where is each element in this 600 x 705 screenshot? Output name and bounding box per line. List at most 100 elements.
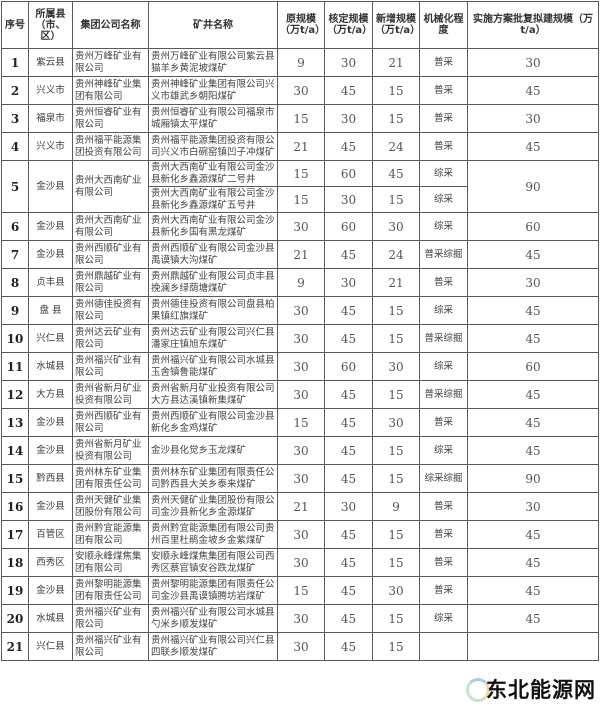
approved-scale-cell: 45 bbox=[324, 380, 373, 409]
approved-scale-cell: 45 bbox=[324, 76, 373, 105]
mechanization-cell bbox=[419, 632, 468, 661]
planned-scale-cell: 45 bbox=[467, 548, 599, 577]
county-cell: 水城县 bbox=[28, 352, 73, 381]
mine-name-cell: 贵州大西南矿业有限公司金沙县新化乡鑫源煤矿二号井 bbox=[148, 160, 278, 187]
county-cell: 金沙县 bbox=[28, 576, 73, 605]
mine-name-cell: 贵州大西南矿业有限公司金沙县新化乡国有黑龙煤矿 bbox=[148, 212, 278, 241]
company-cell: 贵州省新月矿业投资有限公司 bbox=[72, 436, 149, 465]
added-scale-cell: 15 bbox=[372, 104, 420, 133]
original-scale-cell: 30 bbox=[277, 212, 325, 241]
added-scale-cell: 24 bbox=[372, 132, 420, 161]
mine-name-cell: 安顺永峰煤焦集团有限公司西秀区蔡官镇安谷跌龙煤矿 bbox=[148, 548, 278, 577]
row-number: 6 bbox=[1, 212, 29, 241]
header-approved-scale: 核定规模（万t/a） bbox=[324, 1, 373, 49]
planned-scale-cell: 90 bbox=[467, 160, 599, 213]
county-cell: 西秀区 bbox=[28, 548, 73, 577]
original-scale-cell: 30 bbox=[277, 436, 325, 465]
mechanization-cell: 综采 bbox=[419, 160, 468, 187]
original-scale-cell: 15 bbox=[277, 576, 325, 605]
row-number: 2 bbox=[1, 76, 29, 105]
company-cell: 贵州万峰矿业有限公司 bbox=[72, 48, 149, 77]
original-scale-cell: 15 bbox=[277, 408, 325, 437]
county-cell: 紫云县 bbox=[28, 48, 73, 77]
mechanization-cell: 普采 bbox=[419, 76, 468, 105]
mine-name-cell: 贵州福兴矿业有限公司水城县勺米乡顺发煤矿 bbox=[148, 604, 278, 633]
header-mechanization: 机械化程度 bbox=[419, 1, 468, 49]
row-number: 11 bbox=[1, 352, 29, 381]
original-scale-cell: 30 bbox=[277, 324, 325, 353]
mine-name-cell: 贵州福平能源集团投资有限公司兴义市白碗窑镇凹子冲煤矿 bbox=[148, 132, 278, 161]
mechanization-cell: 综采 bbox=[419, 436, 468, 465]
table-row: 7 金沙县 贵州西顺矿业有限公司 贵州西顺矿业有限公司金沙县禹谟镇大沟煤矿 21 45 24… bbox=[1, 240, 599, 269]
table-row: 16 金沙县 贵州天健矿业集团股份有限公司 贵州天健矿业集团股份有限公司金沙县新化乡金… bbox=[1, 492, 599, 521]
approved-scale-cell: 30 bbox=[324, 48, 373, 77]
county-cell: 金沙县 bbox=[28, 408, 73, 437]
original-scale-cell: 30 bbox=[277, 604, 325, 633]
county-cell: 贞丰县 bbox=[28, 268, 73, 297]
county-cell: 金沙县 bbox=[28, 492, 73, 521]
approved-scale-cell: 30 bbox=[324, 104, 373, 133]
table-row: 3 福泉市 贵州恒睿矿业有限公司 贵州恒睿矿业有限公司福泉市城厢镇太平煤矿 15 30 15… bbox=[1, 104, 599, 133]
mechanization-cell: 普采 bbox=[419, 104, 468, 133]
mine-name-cell: 贵州西顺矿业有限公司金沙县新化乡金鸡煤矿 bbox=[148, 408, 278, 437]
table-row: 1 紫云县 贵州万峰矿业有限公司 贵州万峰矿业有限公司紫云县猫羊乡黄泥坡煤矿 9 30 21… bbox=[1, 48, 599, 77]
row-number: 8 bbox=[1, 268, 29, 297]
mine-name-cell: 贵州恒睿矿业有限公司福泉市城厢镇太平煤矿 bbox=[148, 104, 278, 133]
approved-scale-cell: 45 bbox=[324, 296, 373, 325]
company-cell: 贵州德佳投资有限公司 bbox=[72, 296, 149, 325]
added-scale-cell: 21 bbox=[372, 268, 420, 297]
added-scale-cell: 30 bbox=[372, 576, 420, 605]
row-number: 10 bbox=[1, 324, 29, 353]
original-scale-cell: 9 bbox=[277, 268, 325, 297]
company-cell: 贵州大西南矿业有限公司 bbox=[72, 160, 149, 213]
planned-scale-cell: 45 bbox=[467, 408, 599, 437]
mine-name-cell: 贵州西顺矿业有限公司金沙县禹谟镇大沟煤矿 bbox=[148, 240, 278, 269]
approved-scale-cell: 60 bbox=[324, 160, 373, 187]
mechanization-cell: 普采 bbox=[419, 548, 468, 577]
row-number: 1 bbox=[1, 48, 29, 77]
added-scale-cell: 30 bbox=[372, 408, 420, 437]
row-number: 3 bbox=[1, 104, 29, 133]
mine-name-cell: 贵州达云矿业有限公司兴仁县潘家庄镇旭东煤矿 bbox=[148, 324, 278, 353]
company-cell: 贵州林东矿业集团有限责任公司 bbox=[72, 464, 149, 493]
company-cell: 贵州西顺矿业有限公司 bbox=[72, 408, 149, 437]
mechanization-cell: 普采 bbox=[419, 576, 468, 605]
county-cell: 百管区 bbox=[28, 520, 73, 549]
approved-scale-cell: 45 bbox=[324, 408, 373, 437]
planned-scale-cell bbox=[467, 632, 599, 661]
planned-scale-cell: 45 bbox=[467, 576, 599, 605]
mine-name-cell: 贵州大西南矿业有限公司金沙县新化乡鑫源煤矿五号井 bbox=[148, 186, 278, 213]
header-added-scale: 新增规模（万t/a） bbox=[372, 1, 420, 49]
county-cell: 金沙县 bbox=[28, 240, 73, 269]
planned-scale-cell: 90 bbox=[467, 464, 599, 493]
added-scale-cell: 9 bbox=[372, 492, 420, 521]
planned-scale-cell: 45 bbox=[467, 380, 599, 409]
mine-name-cell: 贵州万峰矿业有限公司紫云县猫羊乡黄泥坡煤矿 bbox=[148, 48, 278, 77]
planned-scale-cell: 30 bbox=[467, 48, 599, 77]
mechanization-cell: 综采综掘 bbox=[419, 464, 468, 493]
company-cell: 贵州黔宜能源集团有限公司 bbox=[72, 520, 149, 549]
mine-name-cell: 贵州鼎越矿业有限公司贞丰县挽澜乡绿荫塘煤矿 bbox=[148, 268, 278, 297]
table-row: 14 金沙县 贵州省新月矿业投资有限公司 金沙县化觉乡玉龙煤矿 30 45 15 综采 45 bbox=[1, 436, 599, 465]
row-number: 20 bbox=[1, 604, 29, 633]
county-cell: 兴仁县 bbox=[28, 632, 73, 661]
row-number: 14 bbox=[1, 436, 29, 465]
mine-name-cell: 贵州天健矿业集团股份有限公司金沙县新化乡金源煤矿 bbox=[148, 492, 278, 521]
approved-scale-cell: 60 bbox=[324, 212, 373, 241]
row-number: 19 bbox=[1, 576, 29, 605]
approved-scale-cell: 45 bbox=[324, 576, 373, 605]
approved-scale-cell: 45 bbox=[324, 324, 373, 353]
table-row: 17 百管区 贵州黔宜能源集团有限公司 贵州黔宜能源集团有限公司贵州百里杜鹃金坡乡金紫… bbox=[1, 520, 599, 549]
added-scale-cell: 15 bbox=[372, 436, 420, 465]
county-cell: 兴义市 bbox=[28, 76, 73, 105]
header-seq: 序号 bbox=[1, 1, 29, 49]
mechanization-cell: 综采 bbox=[419, 296, 468, 325]
original-scale-cell: 15 bbox=[277, 104, 325, 133]
original-scale-cell: 15 bbox=[277, 186, 325, 213]
mechanization-cell: 综采 bbox=[419, 186, 468, 213]
county-cell: 福泉市 bbox=[28, 104, 73, 133]
approved-scale-cell: 30 bbox=[324, 492, 373, 521]
row-number: 4 bbox=[1, 132, 29, 161]
original-scale-cell: 30 bbox=[277, 464, 325, 493]
